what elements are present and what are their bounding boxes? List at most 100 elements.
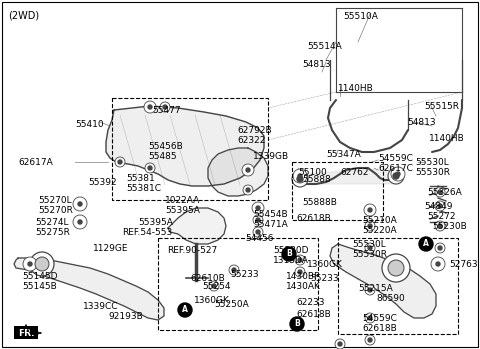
Circle shape [382, 254, 410, 282]
Polygon shape [294, 168, 400, 184]
Circle shape [368, 224, 372, 228]
Circle shape [298, 270, 302, 274]
Circle shape [365, 313, 375, 323]
Circle shape [295, 255, 305, 265]
Text: 55230D: 55230D [273, 246, 309, 255]
Text: 62762: 62762 [340, 168, 369, 177]
Bar [338, 238, 458, 334]
Circle shape [256, 206, 260, 210]
Text: 55410: 55410 [75, 120, 104, 129]
Text: 62233: 62233 [296, 298, 324, 307]
Text: 55381C: 55381C [126, 184, 161, 193]
Text: 55326A: 55326A [427, 188, 462, 197]
Text: 55395A: 55395A [165, 206, 200, 215]
Text: 55515R: 55515R [424, 102, 459, 111]
Text: 55392: 55392 [88, 178, 117, 187]
Text: 55233: 55233 [310, 274, 338, 283]
Polygon shape [168, 208, 226, 244]
Text: 55274L: 55274L [35, 218, 69, 227]
Text: (2WD): (2WD) [8, 10, 39, 20]
Circle shape [178, 303, 192, 317]
Circle shape [438, 190, 442, 194]
Text: 86590: 86590 [376, 294, 405, 303]
Text: 55485: 55485 [148, 152, 177, 161]
Circle shape [368, 288, 372, 292]
Text: 54813: 54813 [407, 118, 436, 127]
Text: 1430AK: 1430AK [286, 282, 321, 291]
Circle shape [438, 224, 442, 228]
Text: 55272: 55272 [427, 212, 456, 221]
Circle shape [435, 187, 445, 197]
Circle shape [388, 168, 404, 184]
Text: 54559C: 54559C [378, 154, 413, 163]
Circle shape [290, 317, 304, 331]
Circle shape [148, 105, 152, 109]
Text: 55381: 55381 [126, 174, 155, 183]
Polygon shape [208, 148, 268, 196]
Circle shape [145, 163, 155, 173]
Circle shape [388, 260, 404, 276]
Text: A: A [182, 305, 188, 314]
Circle shape [419, 237, 433, 251]
Circle shape [252, 202, 264, 214]
Text: 92193B: 92193B [108, 312, 143, 321]
Bar [112, 98, 268, 200]
Circle shape [365, 221, 375, 231]
Circle shape [73, 215, 87, 229]
Text: 55230B: 55230B [432, 222, 467, 231]
Text: 55275R: 55275R [35, 228, 70, 237]
Circle shape [242, 164, 254, 176]
Text: 55145B: 55145B [22, 282, 57, 291]
Text: 52763: 52763 [449, 260, 478, 269]
Text: 62322: 62322 [237, 136, 265, 145]
Circle shape [292, 171, 308, 187]
Text: 55530L: 55530L [352, 240, 386, 249]
Text: 55530L: 55530L [415, 158, 449, 167]
Circle shape [295, 267, 305, 277]
Text: 55270L: 55270L [38, 196, 72, 205]
Circle shape [438, 204, 442, 208]
Circle shape [368, 246, 372, 250]
Text: 62618B: 62618B [296, 214, 331, 223]
Text: 62610B: 62610B [190, 274, 225, 283]
Text: 55454B: 55454B [253, 210, 288, 219]
Text: 62618B: 62618B [296, 310, 331, 319]
Text: 54849: 54849 [424, 202, 453, 211]
Bar [158, 238, 318, 330]
Text: 55530R: 55530R [415, 168, 450, 177]
Circle shape [148, 166, 152, 170]
Text: 55456B: 55456B [148, 142, 183, 151]
Circle shape [253, 227, 263, 237]
Bar [292, 162, 383, 220]
Circle shape [256, 230, 260, 234]
Circle shape [115, 157, 125, 167]
Circle shape [365, 243, 375, 253]
Circle shape [335, 339, 345, 349]
Text: 62618B: 62618B [362, 324, 397, 333]
Polygon shape [106, 106, 264, 186]
Text: 55888B: 55888B [302, 198, 337, 207]
Text: 1140HB: 1140HB [429, 134, 465, 143]
Text: 55510A: 55510A [343, 12, 378, 21]
Circle shape [73, 197, 87, 211]
Circle shape [368, 338, 372, 342]
Circle shape [364, 204, 376, 216]
Text: 55888: 55888 [302, 175, 331, 184]
Circle shape [293, 169, 307, 183]
Circle shape [298, 258, 302, 262]
Circle shape [163, 105, 167, 109]
Text: 55250A: 55250A [214, 300, 249, 309]
Text: 1360GK: 1360GK [307, 260, 343, 269]
Text: 62617C: 62617C [378, 164, 413, 173]
Circle shape [431, 257, 445, 271]
Text: 1339GB: 1339GB [253, 152, 289, 161]
Text: REF.90-527: REF.90-527 [167, 246, 217, 255]
Text: 54456: 54456 [245, 234, 274, 243]
Text: 1313DA: 1313DA [273, 256, 309, 265]
Circle shape [78, 202, 82, 206]
Circle shape [118, 160, 122, 164]
Circle shape [297, 176, 303, 182]
Circle shape [396, 172, 400, 176]
Circle shape [365, 335, 375, 345]
Circle shape [28, 262, 32, 266]
